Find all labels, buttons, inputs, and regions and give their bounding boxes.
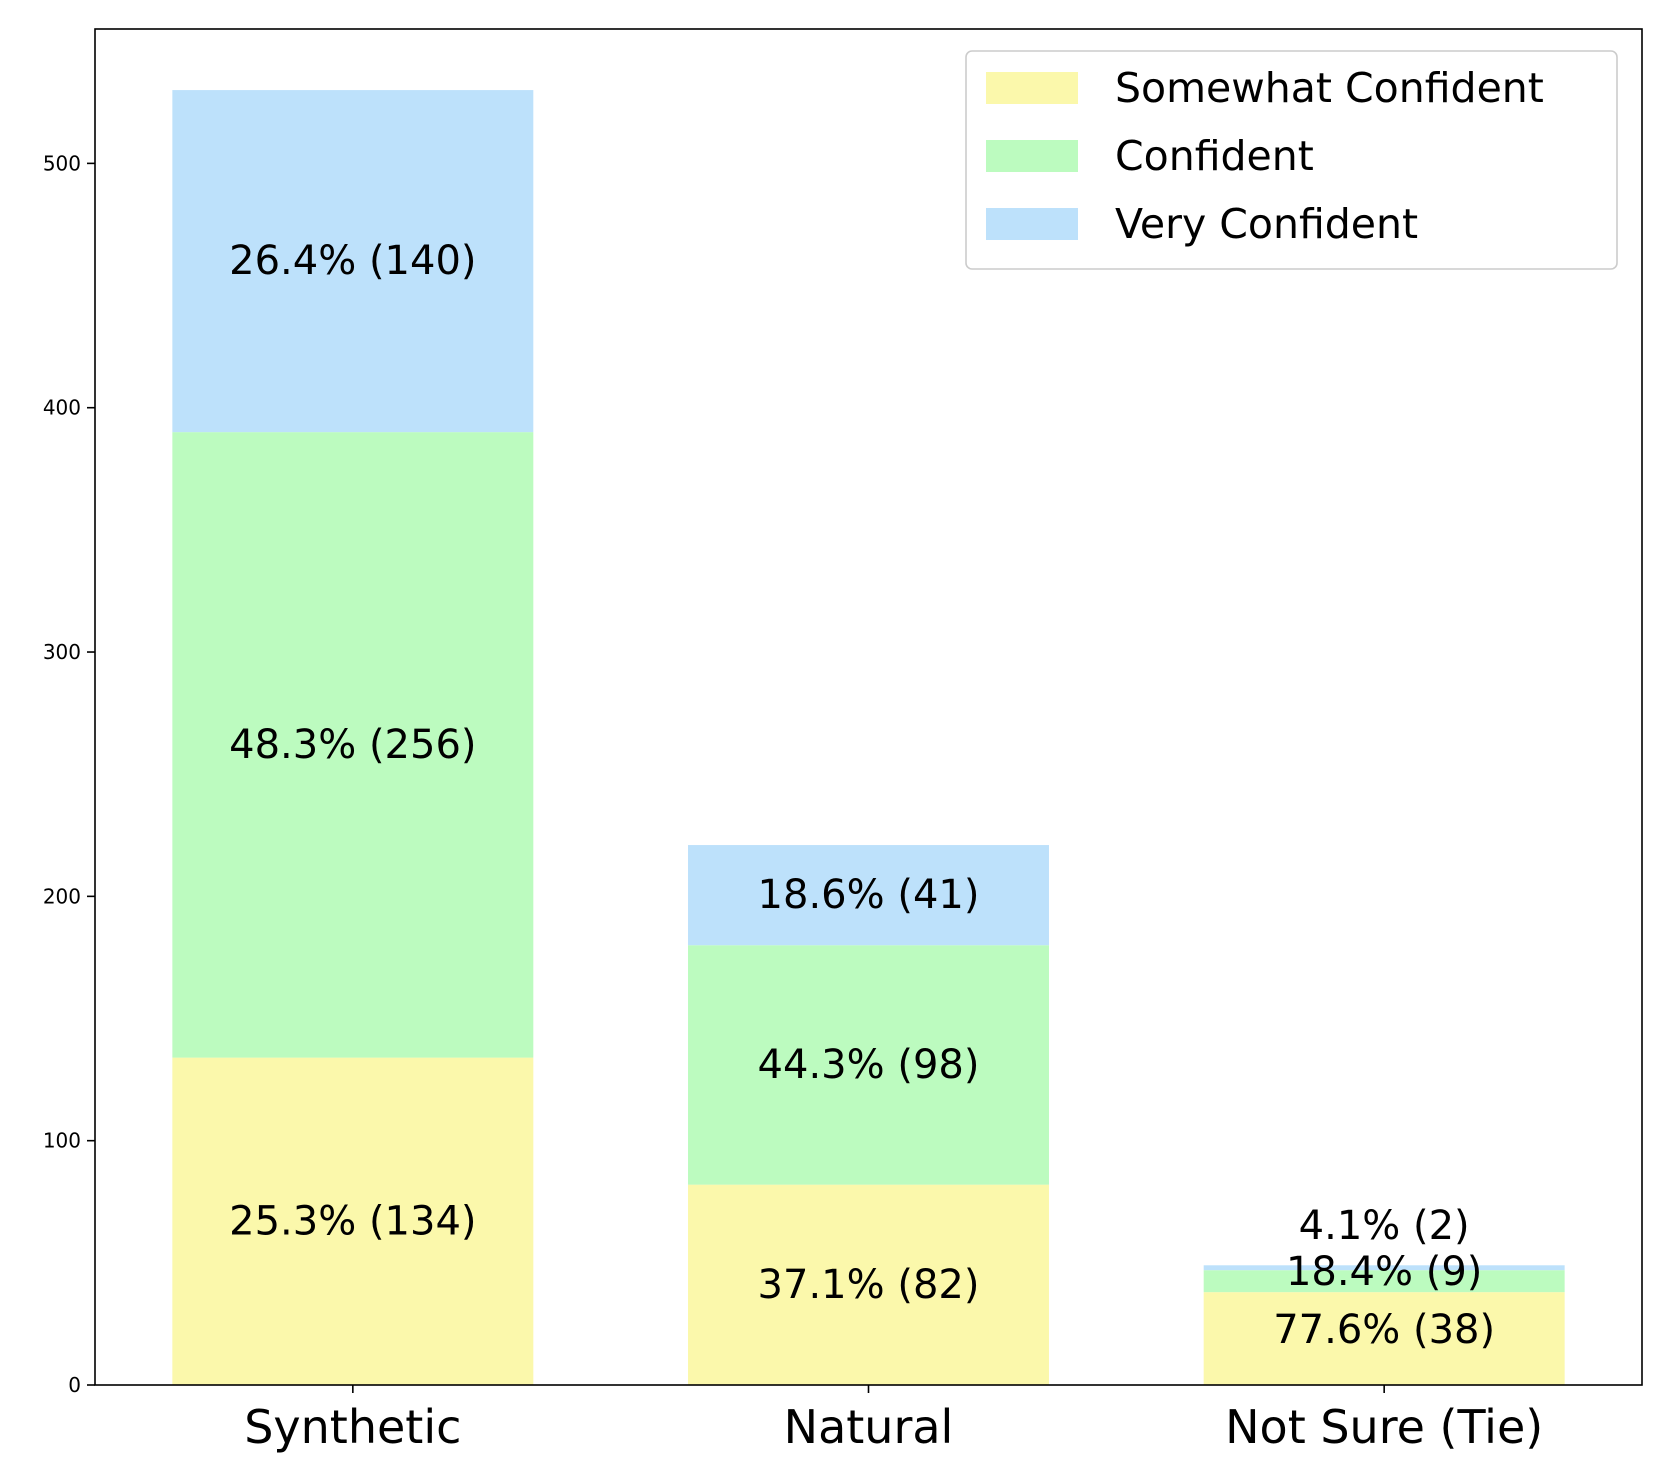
- x-tick-label: Not Sure (Tie): [1225, 1400, 1543, 1454]
- y-tick-label: 0: [68, 1373, 81, 1397]
- bar-synthetic-somewhat-confident: [172, 1057, 534, 1385]
- axes-layer: 0 100 200 300 400 500 Synthetic Natural Not Sure…: [43, 28, 1643, 1454]
- data-label: 18.4% (9): [1286, 1249, 1482, 1295]
- legend-swatch: [986, 140, 1078, 172]
- x-tick-label: Natural: [784, 1400, 954, 1454]
- y-tick-label: 200: [43, 884, 81, 908]
- bar-synthetic-very-confident: [172, 90, 534, 433]
- y-tick-label: 300: [43, 640, 81, 664]
- bar-not-sure-tie-confident: [1203, 1270, 1565, 1293]
- bar-synthetic-confident: [172, 432, 534, 1058]
- data-label: 4.1% (2): [1299, 1203, 1470, 1249]
- bar-natural-very-confident: [688, 845, 1049, 946]
- legend: Somewhat Confident Confident Very Confiden…: [965, 50, 1618, 270]
- data-label: 37.1% (82): [758, 1262, 980, 1308]
- legend-swatch: [986, 72, 1078, 104]
- data-label: 26.4% (140): [229, 238, 476, 284]
- y-tick-label: 500: [43, 151, 81, 175]
- legend-box: [965, 50, 1618, 270]
- data-label: 44.3% (98): [758, 1042, 980, 1088]
- bar-not-sure-tie-somewhat-confident: [1203, 1292, 1565, 1385]
- data-label: 18.6% (41): [758, 872, 980, 918]
- legend-swatch: [986, 208, 1078, 240]
- data-label: 77.6% (38): [1273, 1307, 1495, 1353]
- data-label: 25.3% (134): [229, 1198, 476, 1244]
- bar-not-sure-tie-very-confident: [1203, 1265, 1565, 1271]
- legend-entry: Very Confident: [1115, 200, 1418, 248]
- legend-entry: Somewhat Confident: [1115, 64, 1544, 112]
- data-labels-layer: 25.3% (134) 48.3% (256) 26.4% (140) 37.1% (…: [229, 238, 1495, 1353]
- bar-natural-somewhat-confident: [688, 1184, 1049, 1385]
- x-tick-label: Synthetic: [244, 1400, 461, 1454]
- legend-entry: Confident: [1115, 132, 1314, 180]
- bars-layer: [172, 90, 1565, 1385]
- bar-natural-confident: [688, 945, 1049, 1185]
- y-tick-label: 400: [43, 396, 81, 420]
- y-tick-label: 100: [43, 1129, 81, 1153]
- data-label: 48.3% (256): [229, 722, 476, 768]
